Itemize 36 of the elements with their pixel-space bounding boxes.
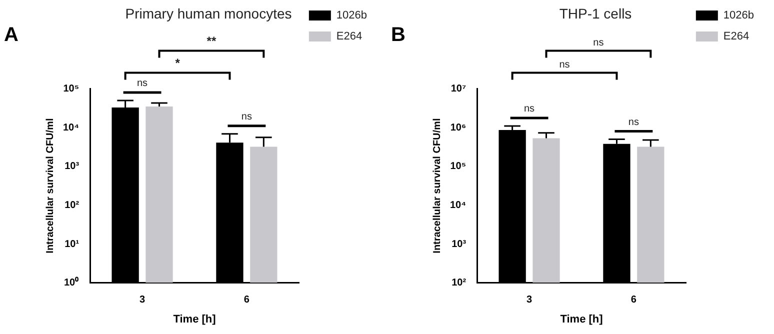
- text: *: [175, 56, 180, 70]
- legend-label: 1026b: [723, 10, 754, 22]
- annotation: ns: [137, 78, 148, 90]
- x-axis-title: Time [h]: [560, 313, 604, 326]
- x-axis-title: Time [h]: [173, 313, 216, 326]
- y-tick-label: 10⁵: [63, 84, 80, 95]
- legend-label: E264: [336, 30, 362, 43]
- y-tick-label: 10⁶: [450, 122, 466, 134]
- y-axis-title: Intracellular survival CFU/ml: [432, 118, 443, 254]
- y-tick-label: 10⁵: [450, 161, 466, 172]
- y-axis-title: Intracellular survival CFU/ml: [44, 118, 56, 254]
- chart-title: Primary human monocytes: [125, 5, 292, 22]
- annotation: ns: [628, 117, 639, 128]
- y-tick-label: 10¹: [64, 238, 80, 250]
- y-tick-label: 10²: [452, 278, 467, 289]
- y-tick-label: 10⁴: [450, 200, 466, 211]
- text: ns: [559, 60, 570, 71]
- y-tick-label: 10⁴: [62, 122, 80, 134]
- x-tick-label: 6: [630, 294, 637, 306]
- y-tick-label: 10⁷: [450, 84, 466, 95]
- chart-title: THP-1 cells: [559, 5, 632, 22]
- x-tick-label: 6: [244, 294, 250, 306]
- legend-label: E264: [723, 30, 750, 43]
- text: A: [4, 24, 18, 47]
- text: **: [206, 34, 216, 48]
- text: ns: [593, 38, 604, 49]
- x-tick-label: 3: [140, 294, 146, 306]
- annotation: ns: [524, 104, 535, 115]
- y-tick-label: 10⁰: [64, 276, 80, 289]
- y-tick-label: 10³: [452, 238, 467, 250]
- annotation: ns: [241, 112, 252, 123]
- x-tick-label: 3: [526, 294, 532, 306]
- y-tick-label: 10³: [64, 161, 80, 172]
- y-tick-label: 10²: [64, 200, 80, 211]
- text: B: [391, 24, 406, 47]
- legend-label: 1026b: [336, 10, 368, 22]
